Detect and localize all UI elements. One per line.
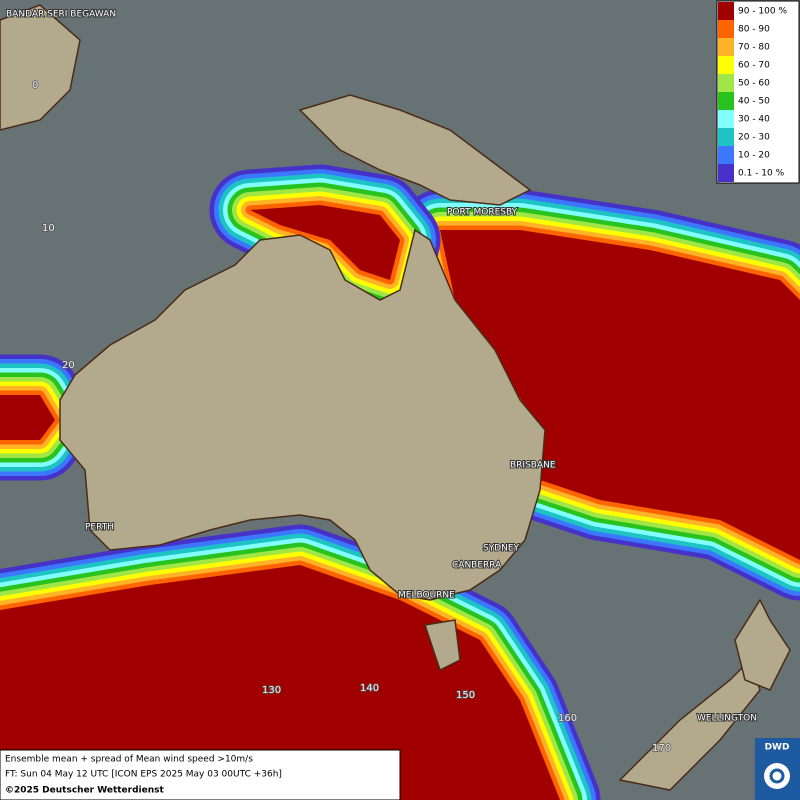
legend-label: 80 - 90 <box>738 25 770 35</box>
tasmania <box>424 619 461 672</box>
wind-band <box>0 565 560 800</box>
wind-band <box>250 205 400 280</box>
legend-swatch <box>718 38 734 56</box>
place-label: MELBOURNE <box>398 591 455 601</box>
legend-swatch <box>718 164 734 182</box>
legend-label: 10 - 20 <box>738 151 770 161</box>
caption-line: Ensemble mean + spread of Mean wind spee… <box>5 755 253 765</box>
borneo <box>0 4 81 131</box>
legend-label: 90 - 100 % <box>738 7 787 17</box>
wind-band <box>0 395 55 440</box>
land <box>0 4 791 791</box>
place-label: SYDNEY <box>483 544 520 554</box>
legend-label: 50 - 60 <box>738 79 770 89</box>
place-label: CANBERRA <box>452 561 502 571</box>
legend-swatch <box>718 2 734 20</box>
grid-label: 10 <box>42 223 55 234</box>
grid-label: 170 <box>652 743 671 754</box>
grid-label: 150 <box>456 690 475 701</box>
grid-label: 0 <box>32 80 38 91</box>
legend-label: 0.1 - 10 % <box>738 169 785 179</box>
legend-label: 70 - 80 <box>738 43 770 53</box>
grid-label: 130 <box>262 685 281 696</box>
nz-north <box>734 598 791 691</box>
legend-label: 60 - 70 <box>738 61 770 71</box>
legend-swatch <box>718 92 734 110</box>
legend: 90 - 100 % 80 - 90 70 - 80 60 - 70 50 - 60 40… <box>716 0 800 184</box>
grid-label: 140 <box>360 683 379 694</box>
caption-line: ©2025 Deutscher Wetterdienst <box>5 786 164 796</box>
legend-label: 30 - 40 <box>738 115 770 125</box>
grid-label: 160 <box>558 713 577 724</box>
caption-box <box>0 749 401 800</box>
place-label: WELLINGTON <box>697 714 757 724</box>
legend-swatch <box>718 74 734 92</box>
logo-text: DWD <box>765 743 790 753</box>
logo-icon <box>764 763 790 789</box>
place-labels: BANDAR SERI BEGAWAN PORT MORESBY BRISBAN… <box>5 9 758 725</box>
legend-swatch <box>718 110 734 128</box>
legend-swatch <box>718 128 734 146</box>
new-guinea <box>298 94 532 206</box>
legend-label: 20 - 30 <box>738 133 770 143</box>
logo-icon <box>769 768 785 784</box>
grid-label: 20 <box>62 360 75 371</box>
place-label: BRISBANE <box>510 461 556 471</box>
legend-swatch <box>718 146 734 164</box>
caption: Ensemble mean + spread of Mean wind spee… <box>0 749 401 800</box>
grid-labels: 0 10 20 130 140 150 160 170 <box>31 79 672 755</box>
legend-swatch <box>718 56 734 74</box>
place-label: BANDAR SERI BEGAWAN <box>6 10 116 20</box>
logo: DWD <box>755 738 800 800</box>
caption-line: FT: Sun 04 May 12 UTC [ICON EPS 2025 May… <box>5 770 282 780</box>
australia <box>59 228 546 601</box>
place-label: PORT MORESBY <box>447 208 518 218</box>
wind-band <box>440 230 800 560</box>
legend-label: 40 - 50 <box>738 97 770 107</box>
legend-swatch <box>718 20 734 38</box>
place-label: PERTH <box>85 523 114 533</box>
